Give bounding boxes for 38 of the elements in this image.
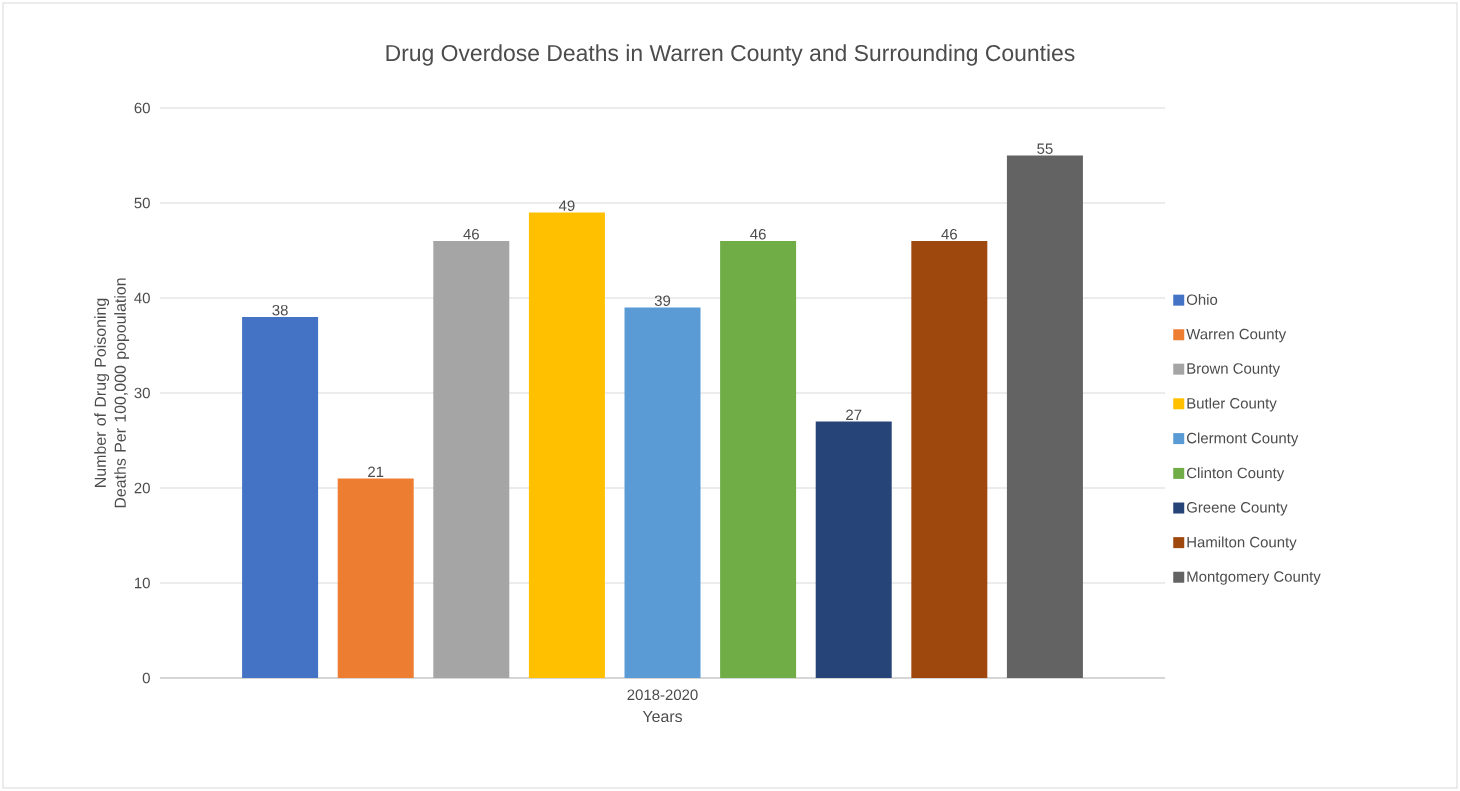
legend-label: Brown County (1187, 363, 1281, 377)
legend-label: Greene County (1186, 502, 1288, 516)
y-tick-label: 30 (134, 387, 150, 399)
y-tick-label: 50 (134, 197, 150, 209)
legend-label: Butler County (1187, 397, 1277, 412)
chart-title: Drug Overdose Deaths in Warren County and Surrounding Counties (386, 44, 1075, 66)
legend-label: Warren County (1186, 328, 1287, 343)
x-axis-title: Years (642, 710, 683, 723)
data-label: 46 (750, 228, 766, 240)
data-label: 21 (368, 466, 384, 477)
y-tick-label: 10 (135, 577, 150, 589)
data-label: 27 (846, 409, 862, 420)
data-label: 39 (654, 295, 671, 306)
bar (624, 307, 701, 678)
bar (911, 240, 988, 678)
legend-label: Clinton County (1187, 467, 1285, 482)
x-tick-label: 2018-2020 (627, 689, 698, 701)
legend-label: Clermont County (1187, 432, 1299, 447)
y-tick-label: 0 (142, 672, 150, 684)
bar (815, 421, 892, 678)
data-label: 55 (1037, 143, 1053, 154)
bar (528, 212, 605, 678)
bar (337, 478, 414, 678)
bar (720, 240, 797, 678)
data-label: 46 (463, 228, 479, 240)
legend-label: Montgomery County (1187, 571, 1321, 585)
legend-label: Hamilton County (1187, 536, 1297, 551)
bar (242, 316, 319, 678)
y-tick-label: 60 (134, 102, 150, 114)
data-label: 38 (272, 304, 288, 316)
data-label: 49 (558, 200, 575, 211)
bar (1006, 155, 1083, 678)
data-label: 46 (941, 228, 957, 240)
y-tick-label: 20 (134, 482, 150, 494)
y-axis-title: Number of Drug Poisoning Deaths Per 100,000 popoulation (94, 278, 130, 508)
bar (433, 240, 510, 678)
y-tick-label: 40 (134, 292, 150, 304)
legend-label: Ohio (1186, 293, 1218, 305)
